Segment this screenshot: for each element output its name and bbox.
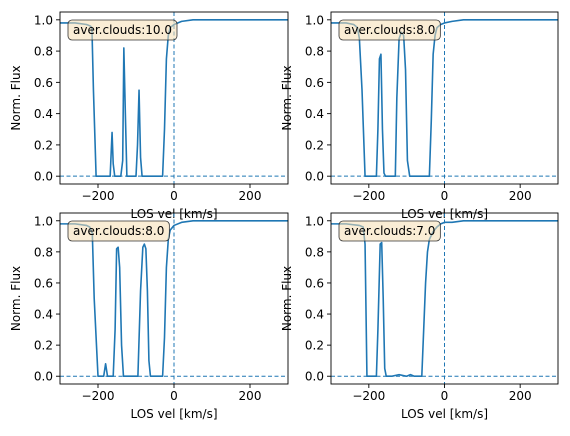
x-tick-label: 0 [441,389,449,403]
y-tick-label: 0.0 [305,170,324,184]
y-axis-label: Norm. Flux [280,266,294,331]
x-tick-label: 0 [441,189,449,203]
x-tick-label: 0 [170,389,178,403]
x-tick-label: −200 [82,189,115,203]
y-tick-label: 0.8 [305,245,324,259]
x-tick-label: 200 [239,189,262,203]
y-tick-label: 0.6 [305,76,324,90]
annotation-text: aver.clouds:8.0 [344,23,435,37]
y-tick-label: 0.0 [305,370,324,384]
y-axis-label: Norm. Flux [9,65,23,130]
annotation-background [67,220,170,242]
subplot-3: −200 0 200 0.0 0.2 0.4 0.6 0.8 1.0 LOS vel [km/s]… [9,212,289,421]
y-tick-label: 0.2 [305,138,324,152]
flux-line [331,219,558,378]
annotation-box: aver.clouds:8.0 [338,19,441,41]
annotation-box: aver.clouds:10.0 [67,19,178,41]
annotation-text: aver.clouds:8.0 [73,224,164,238]
y-tick-label: 1.0 [34,214,53,228]
y-tick-label: 1.0 [34,13,53,27]
y-tick-label: 0.6 [34,76,53,90]
annotation-text: aver.clouds:7.0 [344,224,435,238]
y-tick-label: 0.0 [34,370,53,384]
annotation-background [67,19,178,41]
x-tick-label: 200 [509,389,532,403]
x-axis-label: LOS vel [km/s] [401,407,488,421]
x-tick-label: 200 [239,389,262,403]
annotation-text: aver.clouds:10.0 [73,23,172,37]
annotation-box: aver.clouds:7.0 [338,220,441,242]
x-tick-label: −200 [352,189,385,203]
annotation-background [338,19,441,41]
annotation-background [338,220,441,242]
x-tick-label: 200 [509,189,532,203]
y-axis-label: Norm. Flux [280,65,294,130]
x-tick-label: −200 [82,389,115,403]
y-tick-label: 0.2 [305,339,324,353]
y-tick-label: 0.4 [305,308,324,322]
subplot-4: −200 0 200 0.0 0.2 0.4 0.6 0.8 1.0 LOS vel [km/s]… [280,212,559,421]
y-tick-label: 0.6 [305,276,324,290]
y-tick-label: 0.0 [34,170,53,184]
y-tick-label: 0.8 [34,245,53,259]
y-tick-label: 0.4 [34,308,53,322]
y-tick-label: 0.4 [305,107,324,121]
y-tick-label: 1.0 [305,214,324,228]
annotation-box: aver.clouds:8.0 [67,220,170,242]
y-tick-label: 0.8 [34,45,53,59]
y-tick-label: 1.0 [305,13,324,27]
x-axis-label: LOS vel [km/s] [130,407,217,421]
y-axis-label: Norm. Flux [9,266,23,331]
y-tick-label: 0.2 [34,339,53,353]
y-tick-label: 0.8 [305,45,324,59]
x-tick-label: −200 [352,389,385,403]
flux-line [60,219,288,378]
y-tick-label: 0.4 [34,107,53,121]
x-tick-label: 0 [170,189,178,203]
flux-line [60,19,288,177]
y-tick-label: 0.2 [34,138,53,152]
y-tick-label: 0.6 [34,276,53,290]
